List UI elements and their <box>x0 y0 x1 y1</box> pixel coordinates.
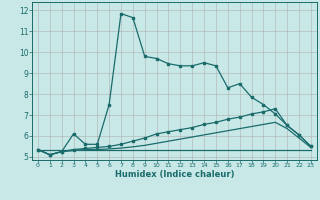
X-axis label: Humidex (Indice chaleur): Humidex (Indice chaleur) <box>115 170 234 179</box>
